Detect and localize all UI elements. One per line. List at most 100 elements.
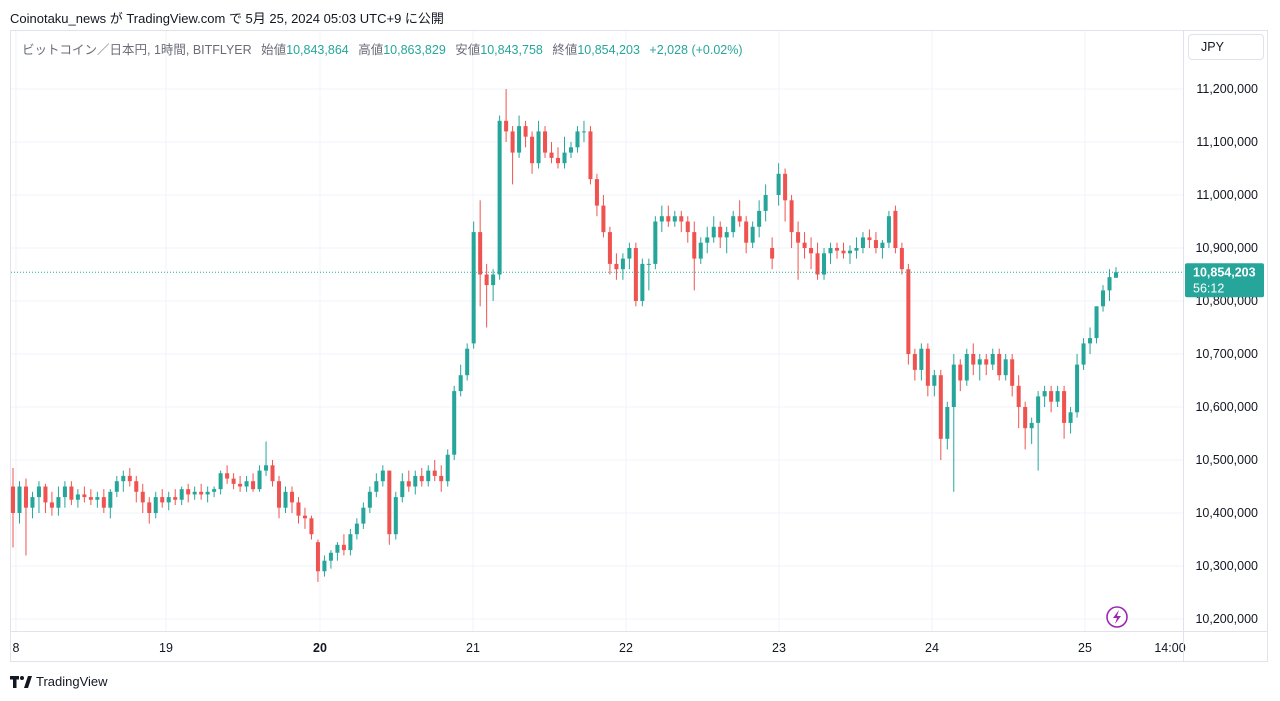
candle-body[interactable] <box>406 481 411 487</box>
candle-body[interactable] <box>296 502 301 516</box>
candle-body[interactable] <box>231 478 236 484</box>
candle-body[interactable] <box>945 407 950 439</box>
candle-body[interactable] <box>186 489 191 495</box>
candle-body[interactable] <box>1049 391 1054 402</box>
candle-body[interactable] <box>607 232 612 264</box>
candle-body[interactable] <box>990 354 995 365</box>
candle-body[interactable] <box>108 491 113 508</box>
candle-body[interactable] <box>478 232 483 275</box>
candle-body[interactable] <box>49 502 54 508</box>
candle-body[interactable] <box>802 242 807 248</box>
candle-body[interactable] <box>400 481 405 498</box>
candle-body[interactable] <box>484 274 489 286</box>
candle-body[interactable] <box>912 354 917 370</box>
candle-body[interactable] <box>880 242 885 248</box>
candle-body[interactable] <box>672 216 677 222</box>
candle-body[interactable] <box>121 475 126 482</box>
candle-body[interactable] <box>763 195 768 211</box>
candle-body[interactable] <box>568 147 573 153</box>
candle-body[interactable] <box>315 542 320 572</box>
candle-body[interactable] <box>140 491 145 503</box>
candle-body[interactable] <box>127 475 132 482</box>
candle-body[interactable] <box>744 221 749 243</box>
candle-body[interactable] <box>1023 407 1028 429</box>
candle-body[interactable] <box>575 131 580 148</box>
candle-body[interactable] <box>1003 359 1008 376</box>
candle-body[interactable] <box>147 502 152 513</box>
candle-body[interactable] <box>225 473 230 479</box>
candle-body[interactable] <box>10 486 16 514</box>
candle-body[interactable] <box>692 232 697 259</box>
candle-body[interactable] <box>893 210 898 248</box>
candle-body[interactable] <box>309 518 314 535</box>
candle-body[interactable] <box>289 491 295 503</box>
candle-body[interactable] <box>601 205 606 233</box>
candle-body[interactable] <box>530 136 535 164</box>
candle-body[interactable] <box>1107 277 1112 291</box>
candle-body[interactable] <box>685 221 690 233</box>
candle-body[interactable] <box>199 491 204 495</box>
candle-body[interactable] <box>302 515 307 519</box>
candle-body[interactable] <box>627 248 632 259</box>
candle-body[interactable] <box>166 497 171 503</box>
candle-body[interactable] <box>283 491 288 508</box>
candle-body[interactable] <box>659 216 664 222</box>
candle-body[interactable] <box>594 179 599 206</box>
candle-body[interactable] <box>497 120 502 275</box>
candle-body[interactable] <box>1042 391 1047 397</box>
candle-body[interactable] <box>471 232 476 344</box>
candle-body[interactable] <box>958 364 963 381</box>
candle-body[interactable] <box>886 216 891 243</box>
candle-body[interactable] <box>510 131 515 153</box>
candle-body[interactable] <box>192 491 197 495</box>
candle-body[interactable] <box>432 470 437 476</box>
candle-body[interactable] <box>770 248 775 259</box>
candle-body[interactable] <box>854 248 859 251</box>
candle-body[interactable] <box>828 248 833 254</box>
candle-body[interactable] <box>549 152 554 158</box>
candle-body[interactable] <box>705 237 710 243</box>
candle-body[interactable] <box>504 120 509 132</box>
candle-body[interactable] <box>413 475 418 487</box>
candle-body[interactable] <box>251 481 256 490</box>
candle-body[interactable] <box>445 454 450 482</box>
candle-body[interactable] <box>134 481 139 492</box>
candle-body[interactable] <box>43 486 48 503</box>
candle-body[interactable] <box>640 263 645 301</box>
candle-body[interactable] <box>426 470 431 482</box>
candle-body[interactable] <box>1010 359 1015 386</box>
candle-body[interactable] <box>173 497 178 500</box>
candle-body[interactable] <box>1088 338 1093 344</box>
candle-body[interactable] <box>101 497 106 508</box>
candle-body[interactable] <box>348 534 353 551</box>
candle-body[interactable] <box>718 226 723 238</box>
candle-body[interactable] <box>452 391 457 455</box>
candle-body[interactable] <box>562 152 567 164</box>
candle-body[interactable] <box>724 232 729 238</box>
candle-body[interactable] <box>75 494 80 500</box>
candle-body[interactable] <box>491 274 496 286</box>
candle-body[interactable] <box>1062 391 1067 423</box>
candle-body[interactable] <box>867 237 872 241</box>
candle-body[interactable] <box>536 131 541 164</box>
candle-body[interactable] <box>465 348 470 376</box>
candle-body[interactable] <box>925 348 930 386</box>
candle-body[interactable] <box>62 486 67 498</box>
candle-body[interactable] <box>698 242 703 259</box>
candle-body[interactable] <box>205 491 210 495</box>
candle-body[interactable] <box>757 210 762 227</box>
candle-body[interactable] <box>328 552 333 561</box>
candle-body[interactable] <box>179 489 184 500</box>
candle-body[interactable] <box>1055 391 1060 402</box>
candle-body[interactable] <box>1113 272 1119 278</box>
candle-body[interactable] <box>419 475 424 482</box>
candle-body[interactable] <box>335 544 340 553</box>
candle-body[interactable] <box>277 481 282 508</box>
candle-body[interactable] <box>1081 343 1086 365</box>
candle-body[interactable] <box>238 483 243 487</box>
candle-body[interactable] <box>380 470 385 482</box>
candle-body[interactable] <box>69 486 74 500</box>
candle-body[interactable] <box>783 173 788 201</box>
candle-body[interactable] <box>932 375 937 386</box>
candle-body[interactable] <box>82 494 87 498</box>
